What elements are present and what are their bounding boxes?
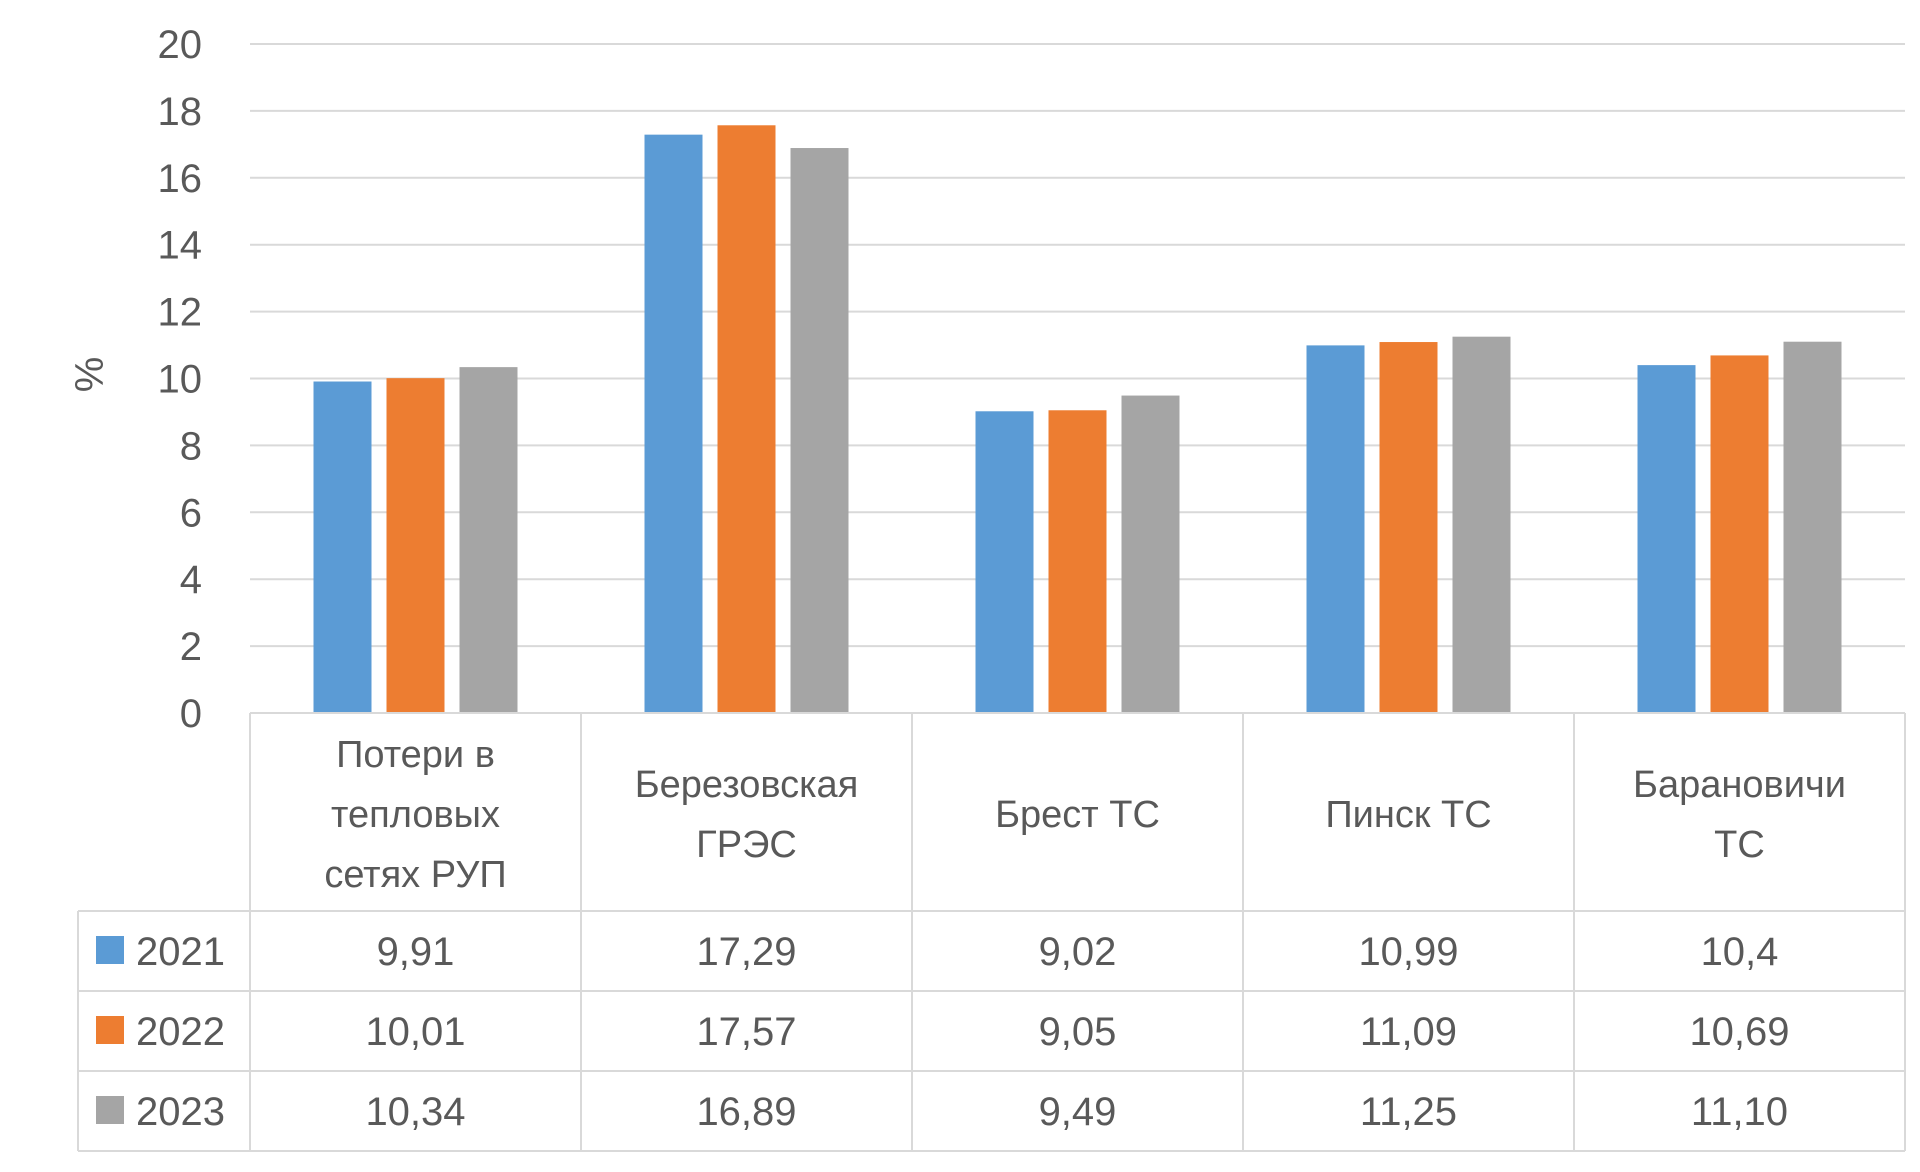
y-tick-label: 16 [158, 157, 203, 201]
bar-2021-2 [644, 134, 703, 713]
data-label: 17,57 [696, 1010, 796, 1054]
y-tick-label: 10 [158, 358, 203, 402]
gridlines [250, 43, 1905, 648]
category-label: Березовская [635, 764, 859, 806]
bar-2023-5 [1783, 341, 1842, 713]
data-label: 10,4 [1701, 930, 1779, 974]
legend-label: 2021 [136, 930, 225, 974]
y-axis-label: % [68, 357, 112, 393]
y-tick-label: 14 [158, 224, 203, 268]
data-label: 10,69 [1689, 1010, 1789, 1054]
data-label: 11,09 [1360, 1010, 1457, 1054]
bar-2023-1 [459, 367, 518, 713]
y-tick-label: 18 [158, 90, 203, 134]
bar-2022-4 [1379, 342, 1438, 713]
y-tick-label: 4 [180, 558, 202, 602]
bar-2022-5 [1710, 355, 1769, 713]
data-label: 9,91 [377, 930, 455, 974]
y-axis: 0 2 4 6 8 10 12 14 16 18 20% [68, 23, 202, 736]
data-label: 11,10 [1691, 1090, 1788, 1134]
y-tick-label: 20 [158, 23, 203, 67]
y-tick-label: 0 [180, 692, 202, 736]
category-label: ГРЭС [696, 824, 797, 866]
data-label: 11,25 [1360, 1090, 1457, 1134]
data-label: 9,49 [1039, 1090, 1117, 1134]
bar-2023-3 [1121, 395, 1180, 713]
data-label: 9,02 [1039, 930, 1117, 974]
category-label: Барановичи [1633, 764, 1846, 806]
category-label: сетях РУП [324, 854, 506, 896]
data-label: 10,01 [365, 1010, 465, 1054]
bar-2021-1 [313, 381, 372, 713]
bar-2021-5 [1637, 365, 1696, 713]
bar-2022-1 [386, 378, 445, 713]
bar-2023-4 [1452, 336, 1511, 713]
legend-label: 2023 [136, 1090, 225, 1134]
data-label: 10,99 [1358, 930, 1458, 974]
legend-swatch-2022 [96, 1016, 124, 1044]
bars [313, 125, 1842, 714]
data-table: Потери в тепловых сетях РУП Березовская ГРЭС… [77, 712, 1906, 1152]
legend-label: 2022 [136, 1010, 225, 1054]
data-label: 16,89 [696, 1090, 796, 1134]
bar-2021-3 [975, 411, 1034, 713]
y-tick-label: 12 [158, 291, 203, 335]
data-label: 17,29 [696, 930, 796, 974]
data-label: 9,05 [1039, 1010, 1117, 1054]
data-label: 10,34 [365, 1090, 465, 1134]
legend-swatch-2023 [96, 1096, 124, 1124]
y-tick-label: 6 [180, 491, 202, 535]
category-label: Пинск ТС [1325, 794, 1491, 836]
category-label: Брест ТС [995, 794, 1160, 836]
bar-2021-4 [1306, 345, 1365, 713]
bar-2022-3 [1048, 410, 1107, 713]
legend-swatch-2021 [96, 936, 124, 964]
bar-2023-2 [790, 148, 849, 714]
category-label: Потери в [336, 734, 495, 776]
category-label: ТС [1714, 824, 1765, 866]
category-label: тепловых [331, 794, 500, 836]
bar-2022-2 [717, 125, 776, 713]
y-tick-label: 8 [180, 424, 202, 468]
y-tick-label: 2 [180, 625, 202, 669]
